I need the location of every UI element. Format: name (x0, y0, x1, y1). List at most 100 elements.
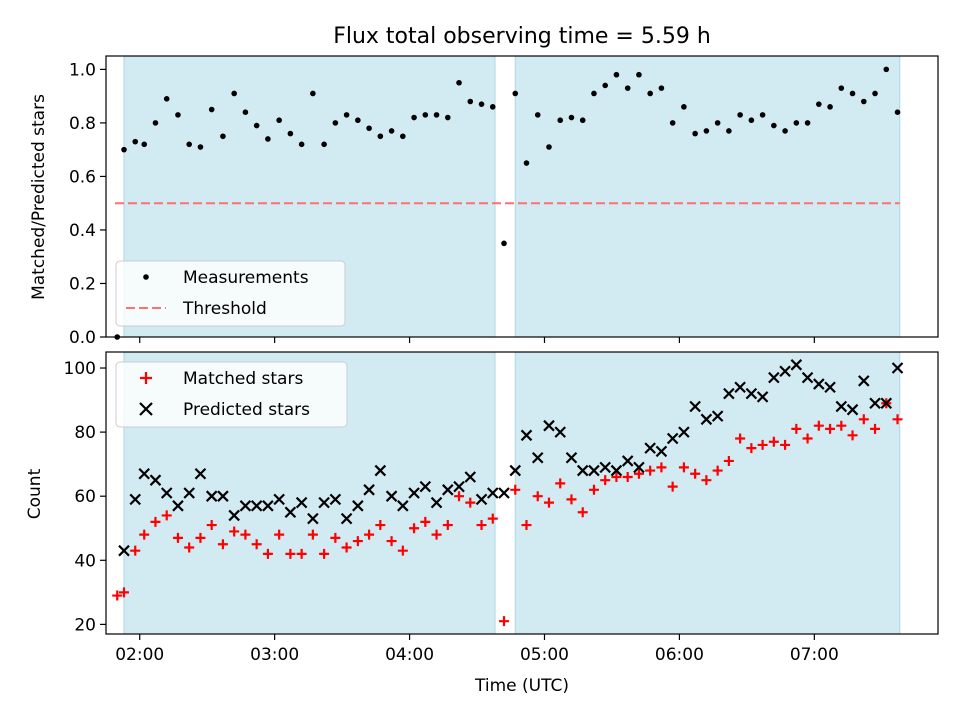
measurement-point (467, 98, 474, 105)
measurement-point (804, 120, 811, 126)
matched-star-point (240, 529, 251, 540)
measurement-point (332, 120, 339, 126)
predicted-star-point (880, 397, 893, 410)
matched-star-point (588, 484, 599, 495)
measurement-point (838, 85, 845, 91)
bottom-panel-star-counts: 20 40 60 80 100 02:00 03:00 04:00 05:00 06:00 07:0… (64, 351, 939, 665)
matched-star-point (667, 481, 678, 492)
measurement-point (658, 85, 665, 91)
predicted-star-point (790, 359, 803, 371)
measurement-point (186, 141, 192, 148)
matched-star-point (296, 548, 307, 559)
legend-label: Matched stars (183, 369, 303, 389)
predicted-star-point (655, 445, 668, 458)
matched-star-point (701, 475, 712, 486)
matched-star-point (712, 465, 723, 476)
predicted-star-point (374, 464, 387, 477)
measurement-point (501, 240, 507, 247)
matched-star-point (757, 439, 768, 450)
measurement-point (793, 120, 800, 126)
measurement-point (265, 136, 271, 142)
matched-star-point (420, 516, 431, 527)
predicted-star-point (273, 493, 285, 506)
matched-star-point (386, 536, 397, 547)
predicted-star-point (486, 487, 499, 499)
matched-star-point (622, 471, 633, 482)
predicted-star-point (340, 512, 353, 525)
measurement-point (121, 146, 127, 153)
x-tick-label: 05:00 (520, 645, 569, 665)
predicted-star-point (666, 432, 679, 445)
measurement-point (444, 114, 451, 121)
measurement-point (568, 114, 575, 121)
predicted-star-point (543, 419, 555, 432)
matched-star-point (892, 414, 903, 425)
predicted-star-point (118, 544, 130, 557)
matched-star-point (768, 436, 779, 447)
legend-label: Predicted stars (183, 400, 310, 420)
predicted-star-point (610, 464, 623, 477)
predicted-star-point (531, 451, 544, 464)
measurement-point (647, 90, 653, 97)
predicted-star-point (554, 426, 567, 438)
matched-star-point (543, 497, 554, 508)
measurement-point (422, 112, 429, 118)
predicted-star-point (262, 500, 274, 512)
predicted-star-point (498, 487, 510, 499)
matched-star-point (431, 529, 442, 540)
measurement-point (860, 98, 867, 105)
matched-star-point (476, 520, 487, 531)
matched-star-point (847, 430, 858, 441)
x-tick-label: 07:00 (790, 645, 839, 665)
predicted-star-point (295, 496, 308, 509)
matched-star-point (645, 465, 656, 476)
matched-star-point (217, 539, 228, 550)
measurement-point (456, 79, 462, 86)
observing-interval (514, 351, 901, 635)
predicted-star-point (160, 487, 173, 499)
measurement-point (287, 130, 294, 137)
measurement-point (849, 90, 856, 97)
predicted-star-point (576, 464, 589, 477)
predicted-star-point (205, 490, 218, 502)
predicted-star-point (621, 455, 634, 467)
matched-star-point (611, 471, 622, 482)
matched-star-point (184, 542, 195, 553)
measurement-point (759, 112, 766, 118)
y-tick-label: 40 (74, 551, 96, 571)
predicted-star-point (565, 451, 578, 464)
matched-star-point (341, 542, 352, 553)
matched-star-point (375, 520, 386, 531)
predicted-star-point (363, 484, 375, 496)
predicted-star-point (745, 387, 758, 400)
measurement-point (355, 117, 361, 124)
legend-box (115, 260, 346, 327)
legend-marker-matched (140, 372, 152, 384)
matched-star-point (813, 420, 824, 431)
predicted-star-point (464, 471, 477, 483)
measurement-point (220, 133, 226, 140)
measurement-point (872, 90, 878, 97)
matched-star-point (161, 510, 172, 521)
measurement-point (602, 82, 608, 89)
predicted-star-point (453, 480, 465, 493)
matched-star-point (487, 513, 498, 524)
measurement-point (141, 141, 148, 148)
matched-star-point (802, 433, 813, 444)
predicted-star-point (588, 464, 600, 477)
measurement-point (478, 101, 485, 107)
legend: Matched stars Predicted stars (115, 361, 348, 428)
matched-star-point (251, 539, 262, 550)
matched-star-point (633, 468, 644, 479)
predicted-star-point (217, 490, 229, 502)
measurement-point (433, 112, 440, 118)
predicted-star-point (891, 362, 904, 374)
legend-box (115, 361, 348, 428)
measurement-point (894, 109, 901, 115)
x-axis-label: Time (UTC) (474, 676, 569, 696)
matched-star-point (442, 520, 453, 531)
matched-star-point (858, 414, 869, 425)
axes-frame (105, 351, 939, 635)
matched-star-point (791, 423, 802, 434)
bottom-y-axis-label: Count (25, 468, 45, 519)
